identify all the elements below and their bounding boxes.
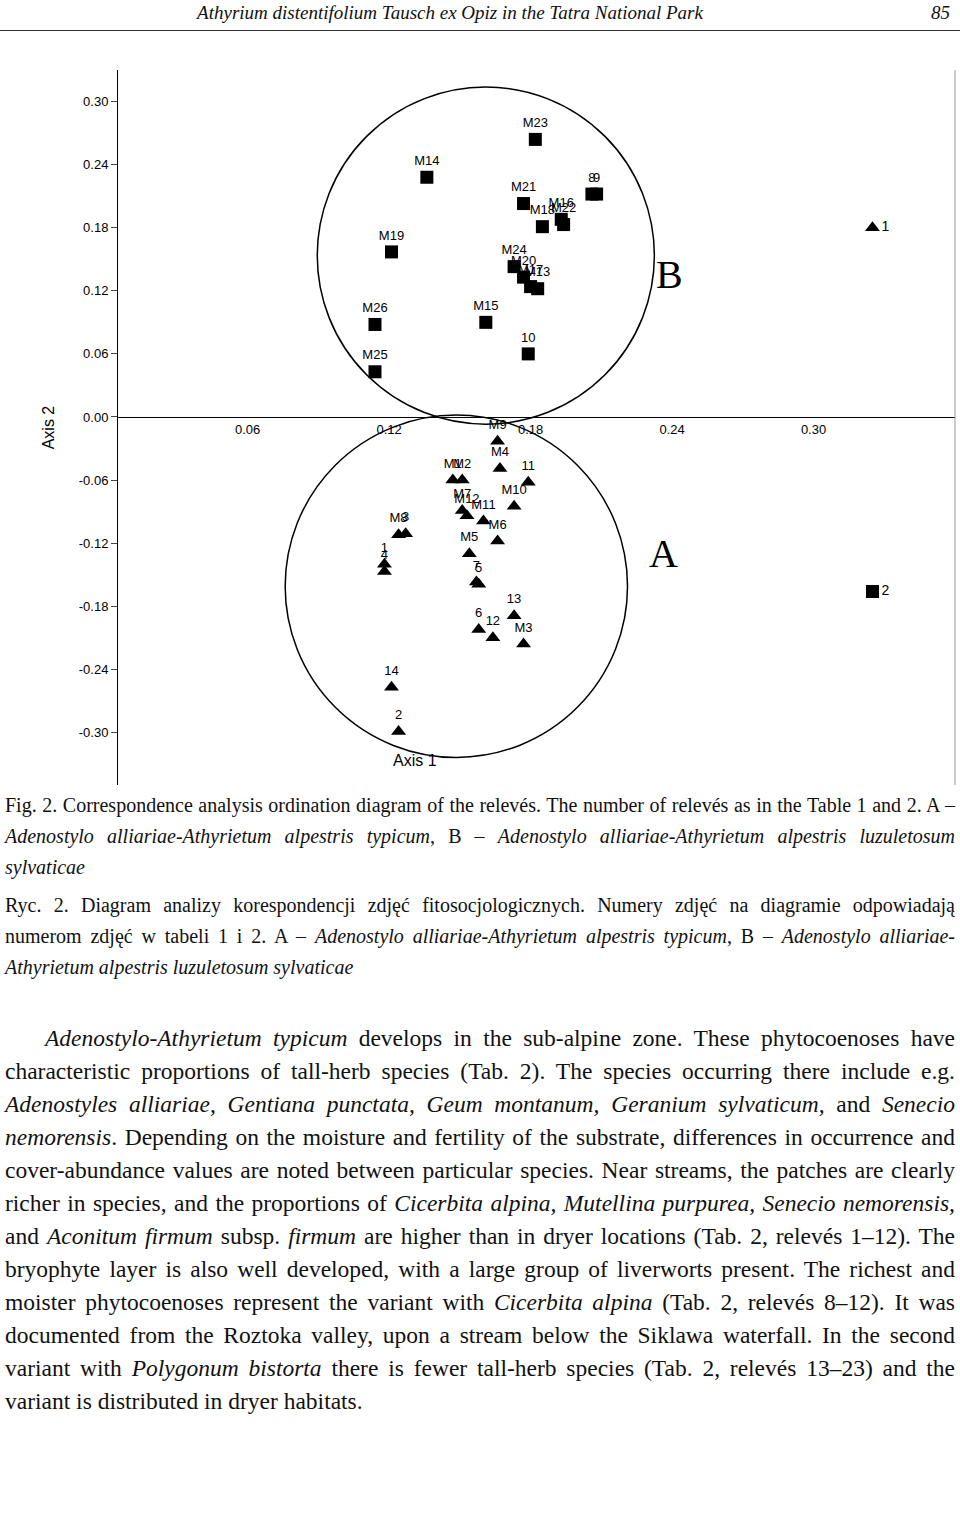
svg-text:-0.24: -0.24 bbox=[79, 662, 109, 677]
svg-text:0.12: 0.12 bbox=[83, 283, 108, 298]
svg-text:7: 7 bbox=[473, 558, 480, 573]
svg-text:5: 5 bbox=[475, 560, 482, 575]
svg-text:M3: M3 bbox=[514, 620, 532, 635]
html-text:Athyrium distentifolium Tausch: Athyrium distentifolium Tausch ex Opiz i… bbox=[197, 2, 703, 23]
svg-text:3: 3 bbox=[402, 509, 409, 524]
svg-text:2: 2 bbox=[882, 582, 890, 598]
html-text:85: 85 bbox=[931, 2, 950, 23]
svg-text:M7: M7 bbox=[453, 486, 471, 501]
svg-text:M22: M22 bbox=[551, 200, 576, 215]
svg-text:0.24: 0.24 bbox=[659, 422, 684, 437]
svg-text:M20: M20 bbox=[511, 253, 536, 268]
svg-text:M15: M15 bbox=[473, 298, 498, 313]
svg-text:M8: M8 bbox=[390, 510, 408, 525]
svg-text:Axis 1: Axis 1 bbox=[393, 752, 437, 769]
html-text:Fig. 2. Correspondence analysi: Fig. 2. Correspondence analysis ordinati… bbox=[5, 794, 955, 816]
svg-text:-0.12: -0.12 bbox=[79, 536, 109, 551]
svg-text:M12: M12 bbox=[454, 491, 479, 506]
svg-text:0.00: 0.00 bbox=[83, 410, 108, 425]
svg-text:-0.30: -0.30 bbox=[79, 725, 109, 740]
svg-text:M4: M4 bbox=[491, 444, 509, 459]
svg-text:-0.06: -0.06 bbox=[79, 473, 109, 488]
svg-text:M10: M10 bbox=[501, 482, 526, 497]
svg-text:M2: M2 bbox=[453, 456, 471, 471]
svg-text:M25: M25 bbox=[362, 347, 387, 362]
svg-text:1: 1 bbox=[381, 540, 388, 555]
svg-text:0.18: 0.18 bbox=[518, 422, 543, 437]
svg-text:6: 6 bbox=[475, 605, 482, 620]
svg-text:Axis 2: Axis 2 bbox=[40, 406, 57, 450]
svg-text:M23: M23 bbox=[523, 115, 548, 130]
svg-text:0.06: 0.06 bbox=[83, 346, 108, 361]
svg-text:2: 2 bbox=[395, 707, 402, 722]
svg-text:M13: M13 bbox=[525, 264, 550, 279]
svg-text:10: 10 bbox=[521, 330, 535, 345]
svg-text:M5: M5 bbox=[460, 529, 478, 544]
svg-text:0.18: 0.18 bbox=[83, 220, 108, 235]
svg-text:0.24: 0.24 bbox=[83, 157, 108, 172]
html-text:and Aconitum firmum subsp. fir: and Aconitum firmum subsp. firmum are hi… bbox=[5, 1223, 955, 1414]
svg-text:13: 13 bbox=[507, 591, 521, 606]
svg-text:9: 9 bbox=[593, 170, 600, 185]
svg-text:M17: M17 bbox=[518, 262, 543, 277]
svg-text:1: 1 bbox=[882, 218, 890, 234]
svg-text:14: 14 bbox=[384, 663, 398, 678]
svg-text:M16: M16 bbox=[549, 195, 574, 210]
svg-text:11: 11 bbox=[522, 458, 536, 473]
svg-text:8: 8 bbox=[588, 170, 595, 185]
svg-text:M1: M1 bbox=[444, 456, 462, 471]
svg-text:M9: M9 bbox=[489, 417, 507, 432]
svg-text:0.30: 0.30 bbox=[83, 94, 108, 109]
html-text:Ryc. 2. Diagram analizy koresp: Ryc. 2. Diagram analizy korespondencji z… bbox=[5, 894, 955, 978]
svg-text:4: 4 bbox=[381, 547, 388, 562]
svg-text:12: 12 bbox=[486, 613, 500, 628]
svg-text:M6: M6 bbox=[489, 517, 507, 532]
svg-text:M11: M11 bbox=[471, 497, 495, 512]
svg-text:M26: M26 bbox=[362, 300, 387, 315]
svg-text:M14: M14 bbox=[414, 153, 439, 168]
svg-text:M19: M19 bbox=[379, 228, 404, 243]
html-text:Adenostylo-Athyrietum typicum: Adenostylo-Athyrietum typicum develops i… bbox=[5, 1025, 955, 1084]
svg-text:A: A bbox=[649, 531, 678, 576]
svg-text:M21: M21 bbox=[511, 179, 536, 194]
html-text:Adenostyles alliariae, Gentian: Adenostyles alliariae, Gentiana punctata… bbox=[5, 1091, 955, 1216]
svg-text:B: B bbox=[656, 252, 683, 297]
svg-text:0.30: 0.30 bbox=[801, 422, 826, 437]
svg-text:0.06: 0.06 bbox=[235, 422, 260, 437]
svg-text:0.12: 0.12 bbox=[376, 422, 401, 437]
html-text:Adenostylo alliariae-Athyrietu: Adenostylo alliariae-Athyrietum alpestri… bbox=[5, 825, 955, 878]
svg-text:M24: M24 bbox=[501, 242, 526, 257]
svg-text:M18: M18 bbox=[530, 202, 555, 217]
svg-text:-0.18: -0.18 bbox=[79, 599, 109, 614]
